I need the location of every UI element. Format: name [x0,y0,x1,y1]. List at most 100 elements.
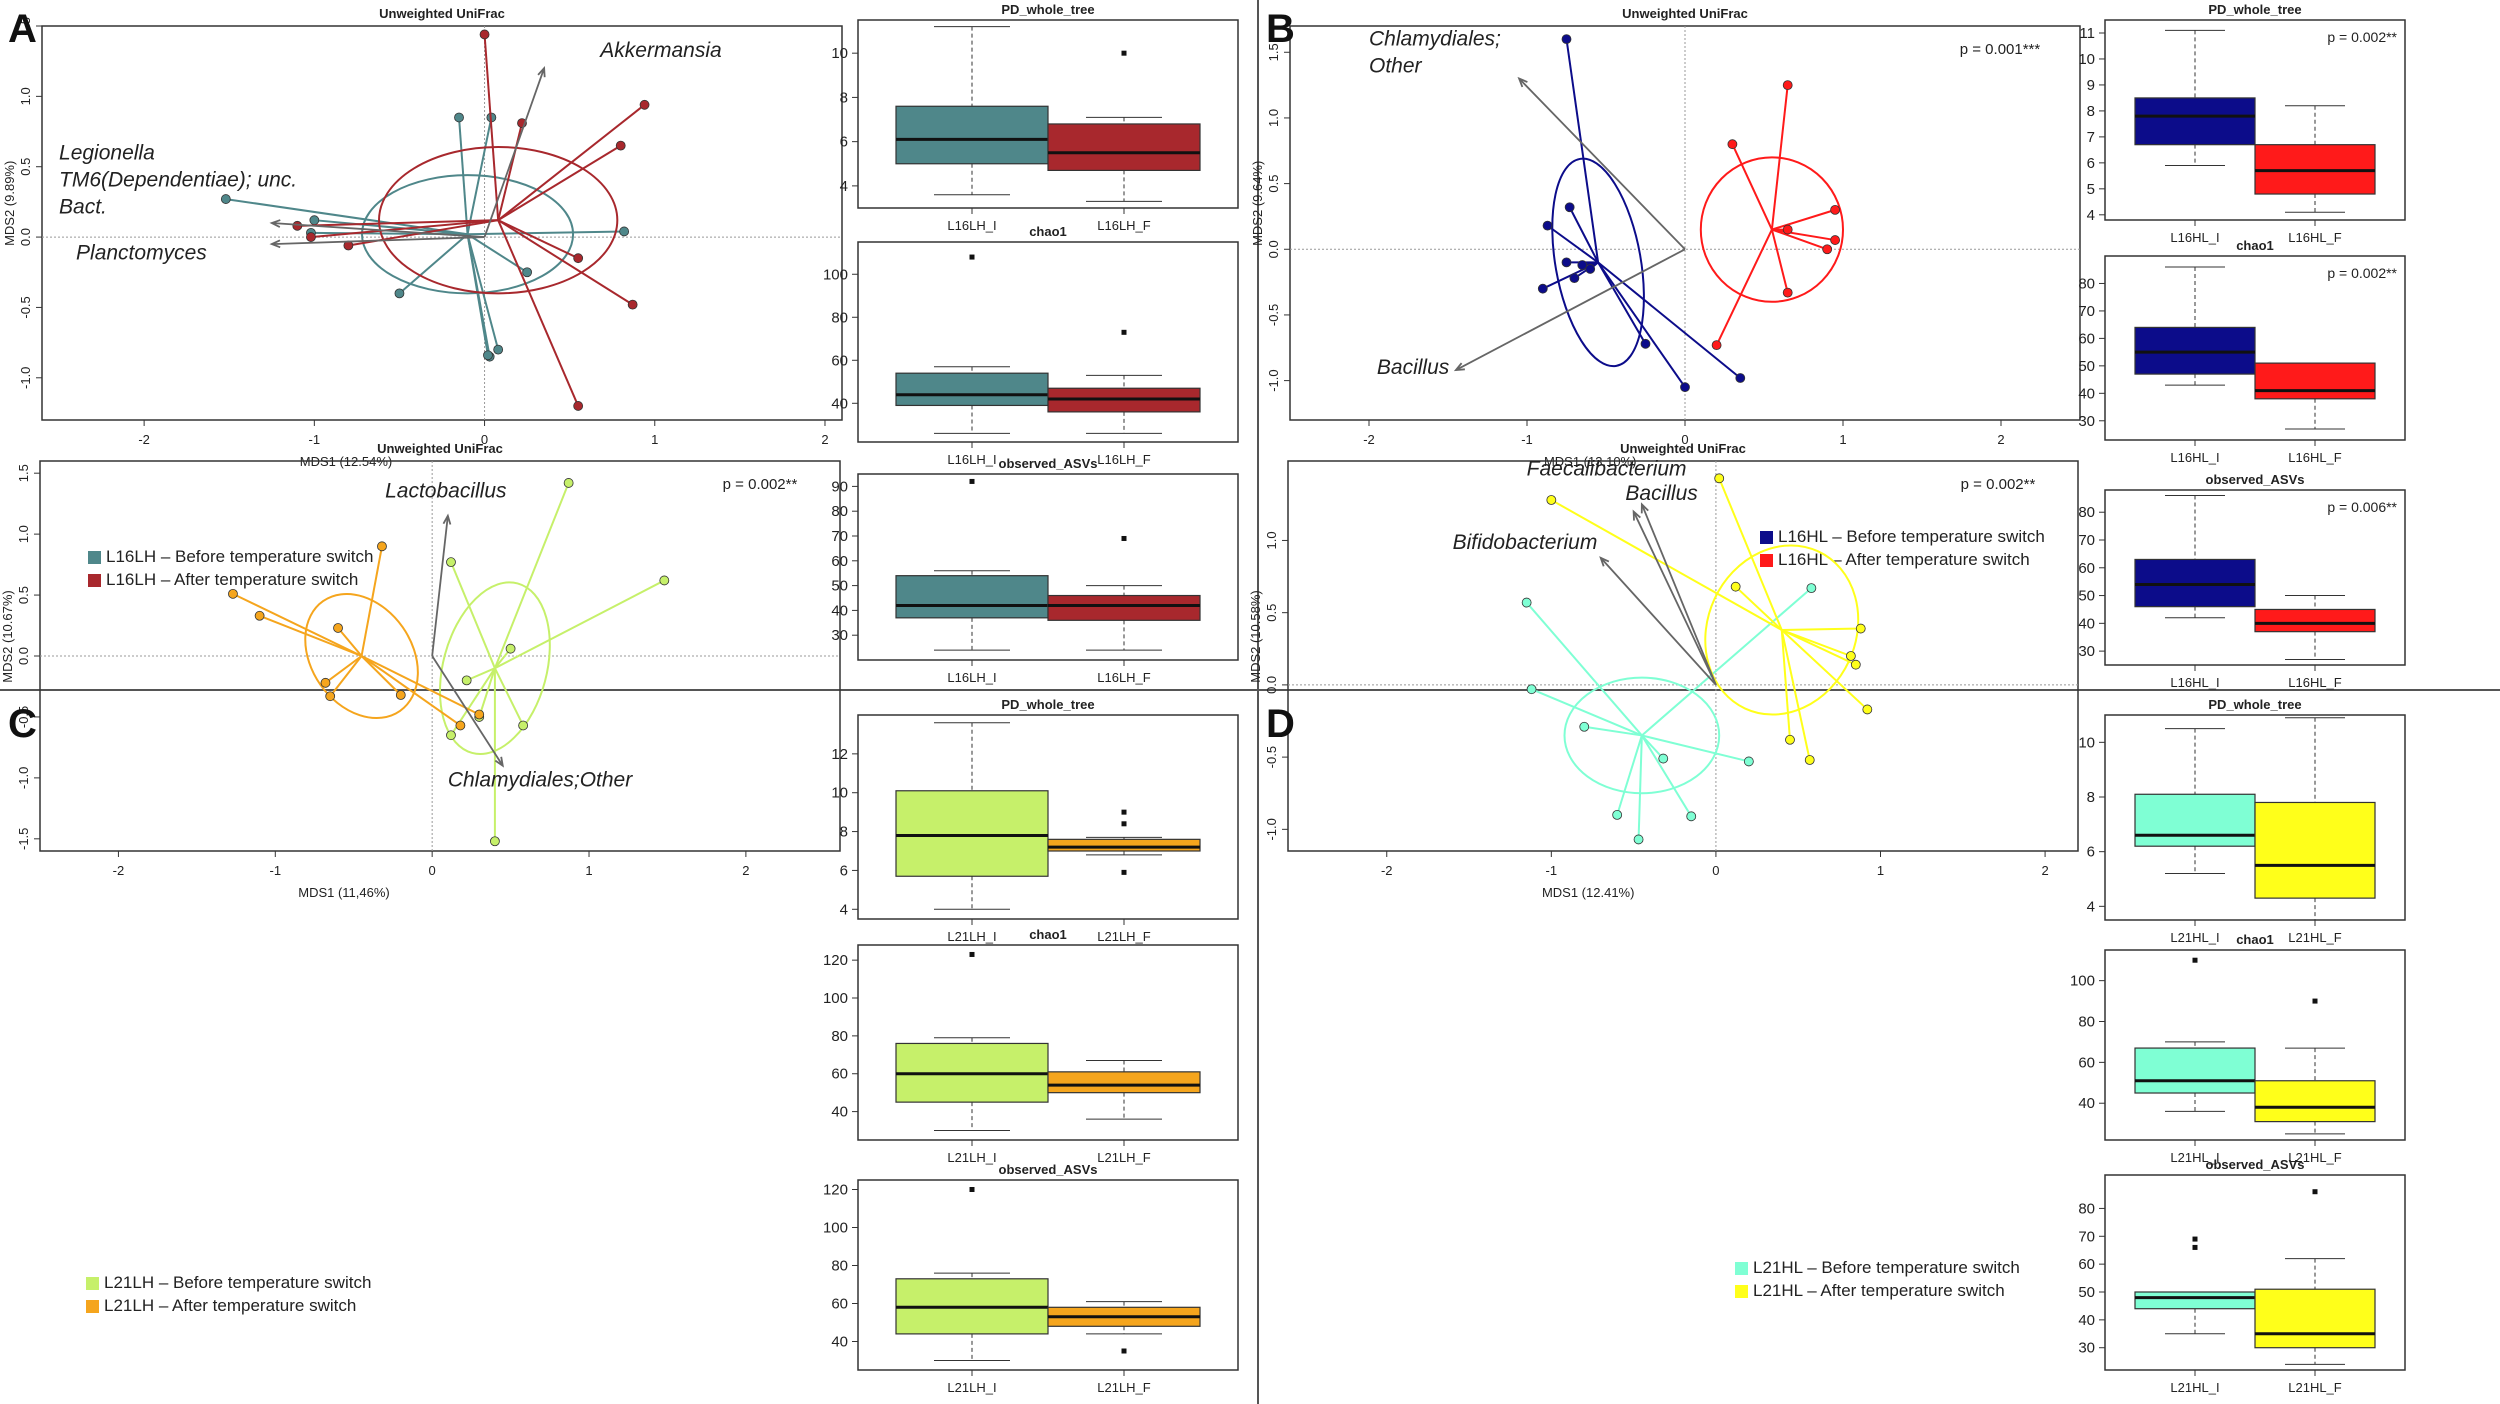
taxon-arrow [1518,77,1686,250]
x-tick-label: 1 [1839,432,1846,447]
sample-point [1830,235,1840,245]
sample-point [1862,704,1873,715]
y-tick-label: 1.5 [18,17,33,35]
group-ellipse [438,581,551,755]
sample-point [1561,34,1572,45]
y-tick-label: 8 [840,824,848,841]
y-tick-label: -1.0 [1266,369,1281,391]
box [2134,1291,2256,1310]
boxplot-frame [857,241,1239,443]
sample-point [325,691,336,702]
spider-line [494,667,525,726]
sample-point [1537,283,1548,294]
y-tick-label: 80 [831,1258,848,1275]
spider-line [1531,688,1643,737]
y-tick-label: 0.0 [16,647,31,665]
sample-point [1561,257,1572,268]
x-tick-label: L21HL_I [2170,930,2219,945]
y-tick-label: 4 [2087,898,2095,915]
y-tick-label: 12 [831,746,848,763]
y-tick-label: 0.0 [1264,676,1279,694]
group-ellipse [304,593,419,719]
x-tick-label: 0 [481,432,488,447]
sample-point [309,215,320,226]
spider-line [458,117,469,235]
y-tick-label: 1.0 [16,525,31,543]
x-tick-label: L16LH_F [1097,452,1151,467]
spider-line [361,655,480,716]
spider-line [1771,228,1836,242]
taxon-arrow [431,655,504,767]
sample-point [1735,373,1746,383]
sample-point [1711,340,1722,351]
group-ellipse [378,146,619,295]
sample-point [377,541,387,552]
sample-point [306,232,316,242]
boxplot-C-1: chao1 40 60 80 100 120 L21LH_I L21LH_F [823,927,1239,1165]
y-tick-label: 4 [840,901,848,918]
taxon-label-line: Planctomyces [76,242,207,265]
spider-line [1525,601,1643,737]
y-tick-label: 70 [2078,303,2095,320]
boxplot-frame [2104,714,2406,921]
outlier [969,1187,975,1192]
y-tick-label: 50 [2078,588,2095,605]
box [2254,1288,2376,1349]
box [895,790,1049,877]
sample-point [1680,382,1690,393]
legend-swatch [1760,554,1773,567]
y-tick-label: -0.5 [16,706,31,728]
spider-line [1641,587,1813,737]
y-tick-label: 100 [823,990,848,1007]
legend-label: L21HL – After temperature switch [1753,1281,2005,1300]
legend-swatch [88,551,101,564]
spider-line [398,233,469,295]
spider-line [1637,735,1643,840]
y-tick-label: 70 [2078,1228,2095,1245]
sample-point [1782,287,1793,298]
y-tick-label: 50 [2078,358,2095,375]
boxplot-title: chao1 [2236,238,2274,253]
outlier [969,478,975,484]
x-tick-label: L21LH_F [1097,1380,1151,1395]
sample-point [1633,834,1644,845]
outlier [1121,869,1127,875]
legend-swatch [1735,1262,1748,1275]
sample-point [1782,80,1793,90]
spider-line [497,122,523,221]
spider-line [466,667,496,682]
legend-swatch [86,1277,99,1290]
sample-point [615,140,626,151]
sample-point [1658,753,1669,764]
taxon-label-line: Bact. [59,196,107,219]
box [895,372,1049,407]
spider-line [478,667,496,718]
boxplot-title: chao1 [1029,224,1067,239]
y-tick-label: 0.5 [1266,175,1281,193]
taxon-label-line: Other [1369,55,1423,78]
spider-line [1770,84,1789,230]
outlier [969,254,975,260]
spider-line [1781,629,1857,666]
y-tick-label: 0.0 [18,228,33,246]
sample-point [474,709,485,720]
y-tick-label: 6 [2087,155,2095,172]
taxon-label-line: Bifidobacterium [1453,531,1598,554]
taxon-label-line: Chlamydiales;Other [448,768,633,791]
x-tick-label: L21HL_I [2170,1380,2219,1395]
p-value: p = 0.001*** [1960,41,2041,58]
boxplot-title: observed_ASVs [999,456,1098,471]
x-tick-label: 0 [1681,432,1688,447]
taxon-label: Chlamydiales;Other [448,768,633,791]
spider-line [466,117,493,235]
y-tick-label: -0.5 [1264,746,1279,768]
group-after [228,541,485,731]
outlier [2192,1244,2198,1250]
sample-point [563,478,574,488]
group-ellipse [1563,676,1721,795]
spider-line [1568,206,1599,263]
boxplot-title: chao1 [1029,927,1067,942]
y-tick-label: 60 [831,1066,848,1083]
sample-point [1804,755,1815,765]
